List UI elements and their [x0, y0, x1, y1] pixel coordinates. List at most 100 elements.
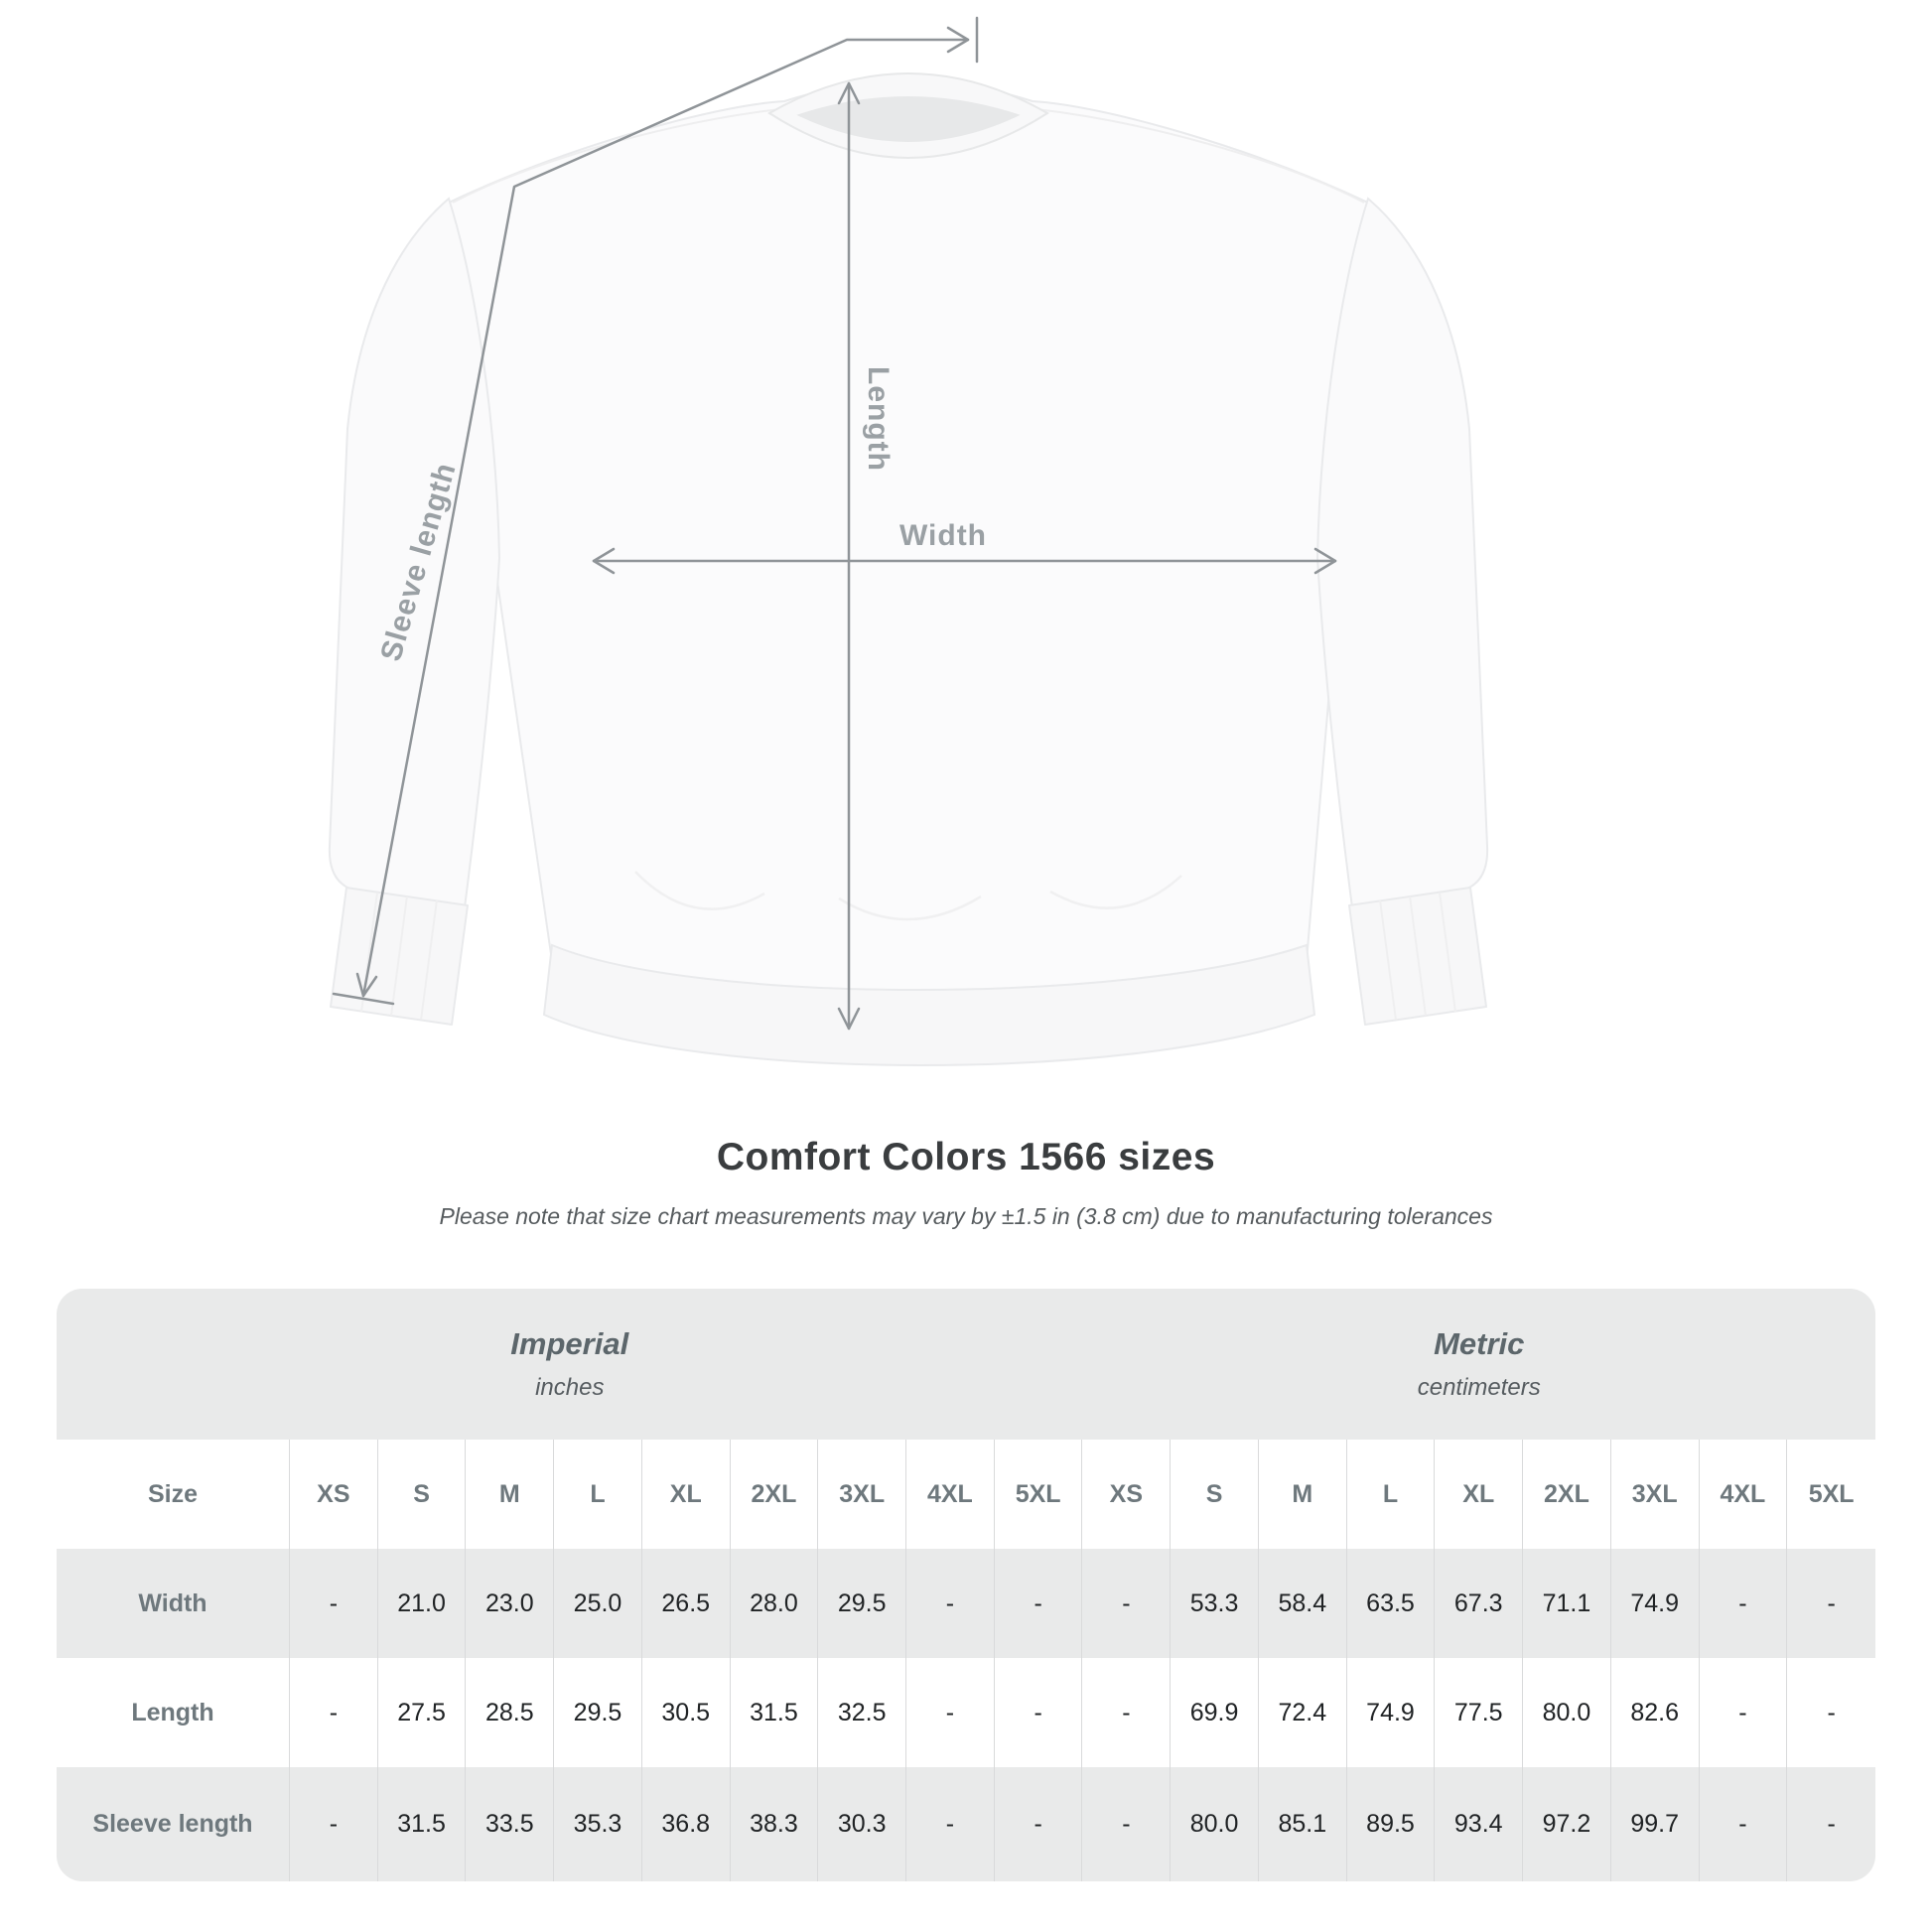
table-cell: - [995, 1658, 1083, 1767]
sleeve-arrowhead-top [946, 26, 970, 54]
table-cell: - [1787, 1549, 1875, 1658]
cell-value: - [1738, 1588, 1747, 1617]
table-cell: 77.5 [1435, 1658, 1524, 1767]
size-header-cell: 5XL [995, 1440, 1083, 1549]
cell-value: 35.3 [573, 1810, 622, 1838]
table-cell: 27.5 [378, 1658, 467, 1767]
table-cell: 35.3 [554, 1767, 642, 1881]
table-cell: 33.5 [466, 1767, 555, 1881]
cell-value: 82.6 [1630, 1698, 1680, 1726]
table-cell: - [1082, 1658, 1172, 1767]
table-cell: 63.5 [1347, 1549, 1436, 1658]
cell-value: S [1205, 1479, 1223, 1508]
size-header-row: Size XS S M L XL 2XL 3XL 4XL 5XL XS S M L XL 2XL 3XL 4XL 5… [57, 1440, 1875, 1549]
table-cell: 53.3 [1171, 1549, 1259, 1658]
table-cell: - [290, 1767, 378, 1881]
right-shoulder-seam [1035, 108, 1365, 204]
table-cell: - [906, 1658, 995, 1767]
cell-value: 5XL [1808, 1479, 1855, 1508]
table-cell: 30.5 [642, 1658, 731, 1767]
size-header-cell: XL [642, 1440, 731, 1549]
size-table: Imperial inches Metric centimeters Size X… [57, 1289, 1875, 1881]
cell-value: 30.3 [837, 1810, 887, 1838]
width-arrowhead-right [1313, 547, 1337, 575]
cell-value: M [1292, 1479, 1313, 1508]
size-header-cell: M [466, 1440, 555, 1549]
cell-value: 31.5 [750, 1698, 798, 1726]
cell-value: 29.5 [573, 1698, 622, 1726]
cell-value: 63.5 [1366, 1588, 1415, 1617]
cell-value: - [945, 1810, 955, 1838]
table-cell: 36.8 [642, 1767, 731, 1881]
cell-value: - [329, 1588, 339, 1617]
table-cell: 74.9 [1611, 1549, 1700, 1658]
cell-value: 72.4 [1278, 1698, 1327, 1726]
corner-header-cell: Size [57, 1440, 290, 1549]
cell-value: 4XL [1720, 1479, 1766, 1508]
size-header-cell: 2XL [1523, 1440, 1611, 1549]
cell-value: 80.0 [1542, 1698, 1591, 1726]
table-cell: 97.2 [1523, 1767, 1611, 1881]
cell-value: 2XL [751, 1479, 797, 1508]
sleeve-end-tick-bottom [332, 992, 395, 1006]
cell-value: - [1827, 1810, 1836, 1838]
cell-value: Length [131, 1698, 214, 1726]
cell-value: - [1738, 1698, 1747, 1726]
cell-value: L [1382, 1479, 1399, 1508]
table-cell: 80.0 [1523, 1658, 1611, 1767]
table-cell: 85.1 [1259, 1767, 1347, 1881]
table-cell: - [1082, 1549, 1172, 1658]
cell-value: - [329, 1810, 339, 1838]
table-cell: 74.9 [1347, 1658, 1436, 1767]
size-header-cell: 4XL [1700, 1440, 1788, 1549]
table-cell: 31.5 [731, 1658, 819, 1767]
cell-value: 28.0 [750, 1588, 798, 1617]
cell-value: 99.7 [1630, 1810, 1680, 1838]
cell-value: 29.5 [837, 1588, 887, 1617]
size-header-cell: 2XL [731, 1440, 819, 1549]
table-cell: 28.0 [731, 1549, 819, 1658]
cell-value: 80.0 [1189, 1810, 1239, 1838]
metric-unit: centimeters [1417, 1374, 1541, 1401]
table-cell: - [1700, 1549, 1788, 1658]
cell-value: 25.0 [573, 1588, 622, 1617]
cell-value: S [413, 1479, 430, 1508]
cell-value: 67.3 [1453, 1588, 1503, 1617]
table-cell: 31.5 [378, 1767, 467, 1881]
metric-label: Metric [1434, 1326, 1525, 1361]
cell-value: 58.4 [1278, 1588, 1327, 1617]
cell-value: XS [1109, 1479, 1144, 1508]
imperial-label: Imperial [510, 1326, 629, 1361]
width-arrowhead-left [592, 547, 616, 575]
cell-value: 85.1 [1278, 1810, 1327, 1838]
cell-value: Width [138, 1588, 207, 1617]
left-sleeve [328, 197, 501, 909]
table-cell: 80.0 [1171, 1767, 1259, 1881]
table-cell: - [1082, 1767, 1172, 1881]
size-header-cell: L [554, 1440, 642, 1549]
cell-value: 23.0 [484, 1588, 534, 1617]
table-cell: 71.1 [1523, 1549, 1611, 1658]
sleeve-arrowhead-bottom [355, 972, 378, 998]
cell-value: - [1122, 1810, 1131, 1838]
table-cell: - [995, 1549, 1083, 1658]
cell-value: - [329, 1698, 339, 1726]
table-cell: - [995, 1767, 1083, 1881]
cell-value: 74.9 [1366, 1698, 1415, 1726]
cell-value: 71.1 [1542, 1588, 1591, 1617]
size-header-cell: XS [290, 1440, 378, 1549]
size-header-cell: 4XL [906, 1440, 995, 1549]
hem-fold-lines [634, 871, 1182, 921]
cell-value: 3XL [1631, 1479, 1678, 1508]
table-cell: 29.5 [818, 1549, 907, 1658]
table-cell: 23.0 [466, 1549, 555, 1658]
cell-value: - [1034, 1810, 1042, 1838]
row-label-cell: Sleeve length [57, 1767, 290, 1881]
size-header-cell: XL [1435, 1440, 1524, 1549]
row-label-cell: Width [57, 1549, 290, 1658]
cell-value: - [1122, 1588, 1131, 1617]
cell-value: XS [317, 1479, 350, 1508]
table-row-length: Length - 27.5 28.5 29.5 30.5 31.5 32.5 - - - 69.9 72… [57, 1658, 1875, 1767]
table-cell: - [290, 1658, 378, 1767]
cell-value: L [590, 1479, 606, 1508]
